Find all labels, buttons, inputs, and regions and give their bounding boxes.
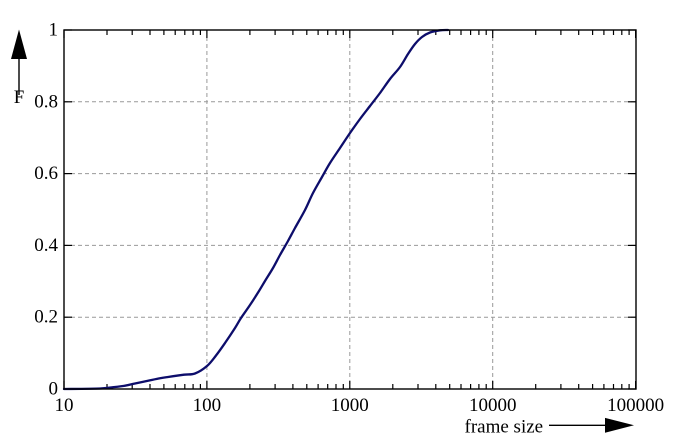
svg-text:0.4: 0.4 xyxy=(34,235,58,256)
svg-text:0.2: 0.2 xyxy=(34,307,58,328)
svg-text:0.6: 0.6 xyxy=(34,163,58,184)
svg-text:100: 100 xyxy=(193,395,222,416)
svg-text:1000: 1000 xyxy=(331,395,369,416)
svg-text:frame size: frame size xyxy=(465,417,544,438)
svg-text:1: 1 xyxy=(49,20,59,41)
svg-text:0.8: 0.8 xyxy=(34,91,58,112)
svg-text:10000: 10000 xyxy=(469,395,517,416)
svg-text:F: F xyxy=(14,87,25,108)
svg-text:100000: 100000 xyxy=(607,395,664,416)
svg-text:10: 10 xyxy=(55,395,74,416)
